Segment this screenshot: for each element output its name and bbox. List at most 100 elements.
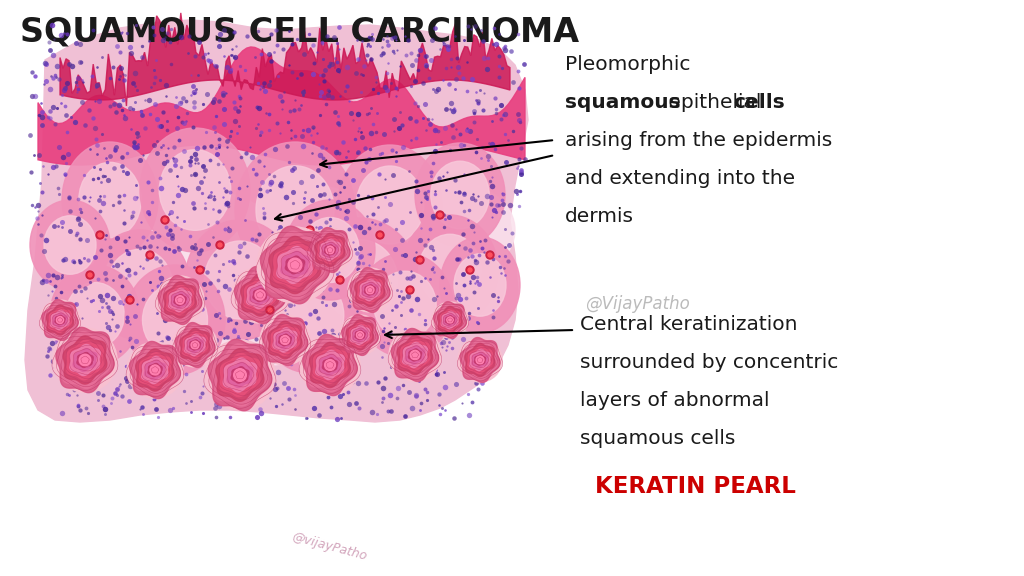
- Polygon shape: [270, 324, 299, 355]
- Circle shape: [288, 258, 302, 272]
- Polygon shape: [238, 270, 283, 320]
- Ellipse shape: [100, 240, 210, 340]
- Text: cells: cells: [733, 93, 784, 112]
- Polygon shape: [350, 325, 370, 344]
- Polygon shape: [279, 334, 292, 346]
- Polygon shape: [81, 357, 89, 363]
- Polygon shape: [38, 47, 525, 165]
- Ellipse shape: [357, 253, 453, 357]
- Ellipse shape: [374, 271, 436, 339]
- Ellipse shape: [240, 185, 380, 295]
- Polygon shape: [447, 318, 453, 322]
- Circle shape: [432, 302, 468, 338]
- Polygon shape: [262, 314, 307, 366]
- Polygon shape: [189, 340, 201, 350]
- Ellipse shape: [431, 161, 489, 229]
- Polygon shape: [303, 335, 357, 396]
- Polygon shape: [55, 315, 66, 325]
- Polygon shape: [352, 328, 368, 342]
- Polygon shape: [310, 228, 350, 272]
- Polygon shape: [313, 347, 347, 384]
- Polygon shape: [344, 317, 376, 353]
- Text: squamous: squamous: [565, 93, 681, 112]
- Polygon shape: [445, 316, 455, 324]
- Ellipse shape: [142, 284, 208, 356]
- Polygon shape: [158, 275, 202, 324]
- Circle shape: [127, 342, 183, 398]
- Polygon shape: [152, 367, 159, 373]
- Polygon shape: [63, 336, 106, 384]
- Polygon shape: [282, 337, 288, 343]
- Ellipse shape: [205, 255, 335, 365]
- Polygon shape: [275, 331, 294, 349]
- Polygon shape: [391, 328, 438, 381]
- Polygon shape: [186, 337, 203, 353]
- Ellipse shape: [108, 249, 172, 321]
- Circle shape: [308, 228, 312, 232]
- Ellipse shape: [44, 216, 96, 274]
- Polygon shape: [193, 343, 198, 347]
- Circle shape: [53, 328, 117, 392]
- Text: Central keratinization: Central keratinization: [580, 315, 798, 334]
- Circle shape: [436, 211, 444, 219]
- Ellipse shape: [234, 142, 355, 278]
- Polygon shape: [286, 256, 305, 274]
- Polygon shape: [412, 352, 419, 358]
- Polygon shape: [443, 313, 457, 327]
- Polygon shape: [212, 344, 268, 406]
- Text: and extending into the: and extending into the: [565, 169, 795, 188]
- Polygon shape: [460, 338, 500, 382]
- Polygon shape: [227, 362, 253, 388]
- Circle shape: [300, 335, 360, 395]
- Circle shape: [56, 316, 63, 324]
- Polygon shape: [315, 350, 344, 380]
- Circle shape: [233, 369, 247, 381]
- Circle shape: [163, 218, 167, 222]
- Circle shape: [326, 246, 334, 254]
- Circle shape: [88, 273, 92, 277]
- Polygon shape: [437, 306, 462, 334]
- Polygon shape: [73, 348, 97, 372]
- Circle shape: [486, 251, 494, 259]
- Circle shape: [340, 315, 380, 355]
- Polygon shape: [323, 358, 338, 372]
- Circle shape: [156, 276, 204, 324]
- Polygon shape: [216, 348, 264, 401]
- Circle shape: [389, 329, 441, 381]
- Ellipse shape: [323, 240, 397, 320]
- Circle shape: [150, 365, 160, 375]
- Polygon shape: [67, 340, 103, 380]
- Polygon shape: [306, 338, 354, 392]
- Circle shape: [161, 216, 169, 224]
- Polygon shape: [139, 353, 171, 387]
- Polygon shape: [469, 349, 490, 371]
- Ellipse shape: [140, 128, 250, 252]
- Polygon shape: [42, 300, 78, 340]
- Ellipse shape: [258, 257, 362, 373]
- Polygon shape: [161, 279, 199, 321]
- Polygon shape: [223, 358, 257, 392]
- Ellipse shape: [301, 218, 359, 282]
- Circle shape: [356, 331, 364, 339]
- Polygon shape: [348, 323, 372, 347]
- Circle shape: [148, 253, 152, 257]
- Polygon shape: [144, 360, 166, 380]
- Polygon shape: [322, 242, 338, 258]
- Circle shape: [408, 288, 412, 292]
- Polygon shape: [273, 241, 316, 289]
- Circle shape: [218, 243, 222, 247]
- Circle shape: [336, 276, 344, 284]
- Polygon shape: [355, 274, 385, 306]
- Polygon shape: [472, 352, 488, 368]
- Circle shape: [476, 356, 484, 364]
- Circle shape: [325, 359, 336, 370]
- Polygon shape: [208, 339, 271, 411]
- Polygon shape: [342, 314, 378, 355]
- Polygon shape: [171, 291, 188, 309]
- Polygon shape: [166, 285, 194, 315]
- Polygon shape: [365, 285, 376, 295]
- Polygon shape: [57, 318, 62, 323]
- Polygon shape: [312, 230, 347, 270]
- Ellipse shape: [338, 145, 442, 265]
- Polygon shape: [182, 331, 208, 359]
